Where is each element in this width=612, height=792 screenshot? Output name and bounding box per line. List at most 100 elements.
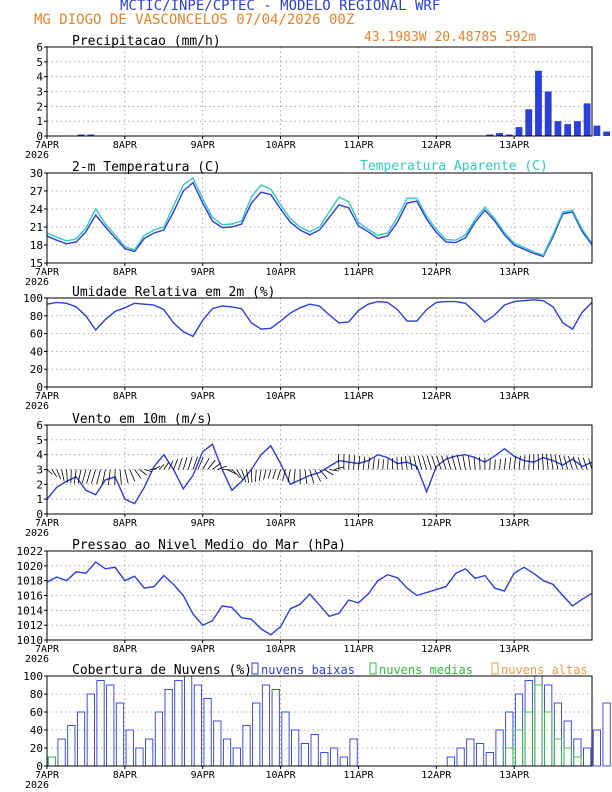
wind-arrow [422,455,427,470]
x-axis-year: 2026 [25,150,49,161]
wind-arrow [207,459,216,470]
cloud-mid-bar [534,684,543,767]
cloud-low-bar [505,711,514,767]
wind-arrow [426,455,432,470]
x-tick-label: 7APR [35,644,60,655]
series-line-1 [46,299,593,338]
cloud-legend-label: nuvens altas [501,663,588,677]
y-tick-label: 1010 [17,634,44,647]
precip-bar [544,91,552,136]
cloud-mid-bar [505,747,514,767]
x-tick-label: 7APR [35,518,60,529]
x-tick-label: 10APR [266,644,297,655]
y-tick-label: 20 [30,742,43,755]
series-line-1 [46,181,593,258]
x-tick-label: 11APR [343,770,374,781]
cloud-low-bar [281,711,290,767]
x-tick-label: 10APR [266,518,297,529]
x-tick-label: 12APR [421,391,452,402]
y-tick-label: 0 [36,381,43,394]
wind-arrow [197,456,204,470]
y-tick-label: 5 [36,434,43,447]
wind-arrow [457,455,462,470]
cloud-mid-bar [47,756,56,767]
x-tick-label: 9APR [191,770,216,781]
cloud-low-bar [96,680,105,767]
y-tick-label: 0 [36,130,43,143]
wind-arrow [96,469,101,485]
wind-arrow [287,469,291,483]
y-tick-label: 1018 [17,575,44,588]
x-tick-label: 7APR [35,770,60,781]
x-tick-label: 8APR [113,518,138,529]
x-tick-label: 9APR [191,140,216,151]
x-tick-label: 7APR [35,140,60,151]
wind-arrow [77,469,82,484]
wind-arrow [348,454,350,470]
x-tick-label: 13APR [499,644,530,655]
x-tick-label: 11APR [343,391,374,402]
wind-arrow [163,462,169,470]
wind-arrow [441,455,447,470]
wind-arrow [372,457,375,470]
wind-arrow [431,455,437,470]
wind-arrow [246,469,250,483]
wind-arrow [494,459,496,470]
y-tick-label: 1020 [17,560,44,573]
cloud-low-bar [154,711,164,767]
cloud-low-bar [232,747,241,767]
cloud-low-bar [329,747,339,767]
cloud-low-bar [125,729,134,767]
precip-bar [496,133,503,136]
wind-arrow [382,459,384,470]
cloud-low-bar [534,675,543,767]
wind-arrow [554,454,559,470]
wind-arrow [91,469,97,484]
cloud-low-bar [115,702,125,767]
wind-arrow [254,469,257,482]
y-tick-label: 4 [36,449,43,462]
x-tick-label: 8APR [113,770,138,781]
cloud-low-bar [174,680,183,767]
y-tick-label: 1016 [17,590,44,603]
x-tick-label: 12APR [421,140,452,151]
x-tick-label: 11APR [343,518,374,529]
wind-arrow [46,469,53,475]
cloud-low-bar [563,720,572,767]
y-tick-label: 24 [30,203,44,216]
panel-title: 2-m Temperatura (C) [72,160,221,175]
wind-arrow [70,469,72,484]
panel-frame [46,46,593,137]
y-tick-label: 3 [36,86,43,99]
wind-arrow [107,469,111,486]
y-tick-label: 80 [30,310,43,323]
wind-arrow [250,469,253,483]
wind-arrow [518,455,521,470]
cloud-legend-label: nuvens baixas [261,663,355,677]
wind-arrow [267,469,272,479]
x-tick-label: 8APR [113,140,138,151]
x-tick-label: 12APR [421,770,452,781]
wind-arrow [101,469,106,485]
cloud-low-bar [573,738,582,767]
wind-arrow [546,453,549,470]
x-tick-label: 12APR [421,267,452,278]
y-tick-label: 6 [36,419,43,432]
cloud-low-bar [320,752,329,767]
cloud-low-bar [271,689,280,767]
y-tick-label: 30 [30,167,43,180]
y-tick-label: 20 [30,363,43,376]
precip-bar [77,134,85,136]
panel-6: 0 20 40 60 80 100 7APR 8APR 9APR 10APR 11APR 12APR 1… [23,663,611,791]
cloud-low-bar [456,747,465,767]
cloud-low-bar [145,738,154,767]
wind-arrow [413,455,418,470]
panel-frame [46,172,593,264]
cloud-low-bar [106,684,115,767]
y-tick-label: 1 [36,493,43,506]
panel-3: 0 20 40 60 80 100 7APR 8APR 9APR 10APR 11APR 12APR 1… [23,285,593,412]
cloud-low-bar [164,689,173,767]
wind-arrow [277,469,281,480]
wind-arrow [51,469,58,477]
